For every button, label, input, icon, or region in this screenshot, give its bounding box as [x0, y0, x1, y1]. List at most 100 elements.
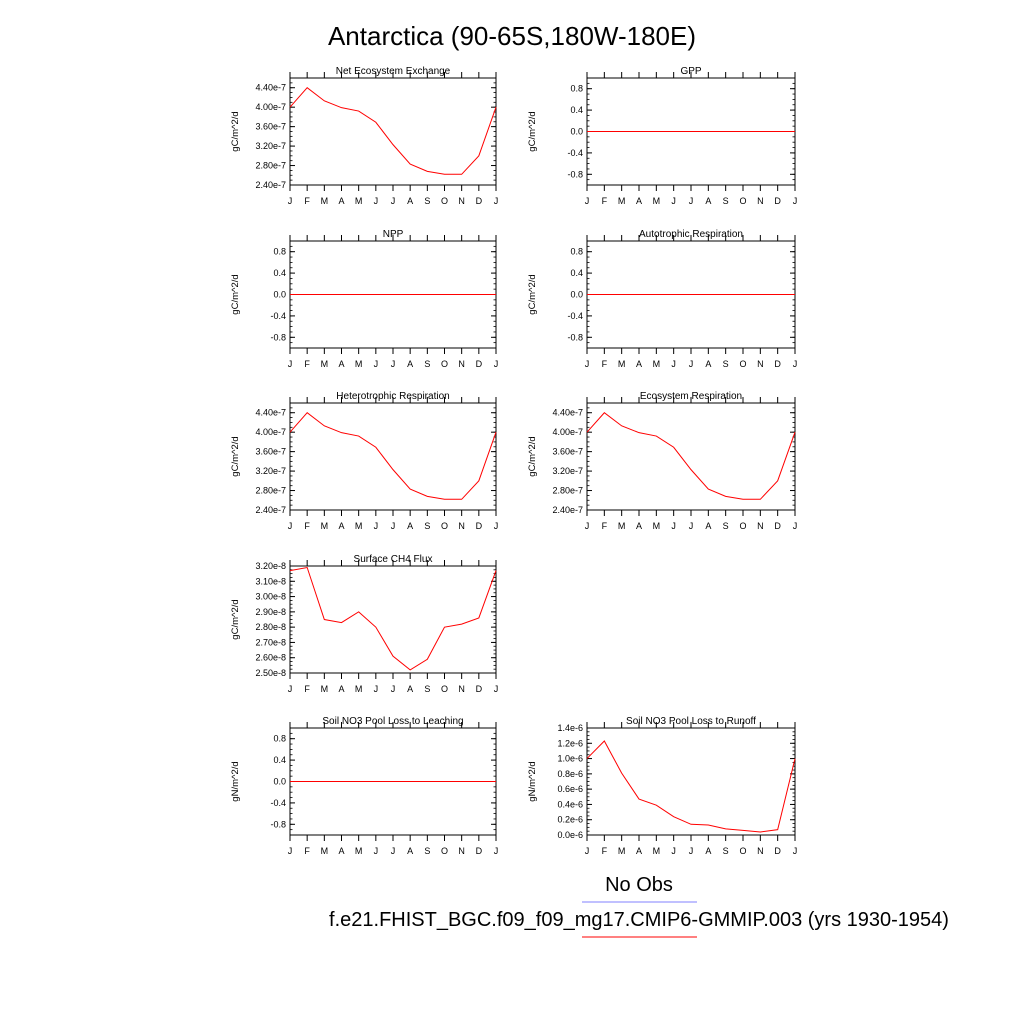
- legend: No Obs f.e21.FHIST_BGC.f09_f09_mg17.CMIP…: [329, 874, 949, 938]
- y-tick-label: 0.8: [273, 247, 286, 257]
- y-tick-label: 0.6e-6: [557, 784, 583, 794]
- x-tick-label: J: [374, 196, 379, 206]
- panel-title: Soil NO3 Pool Loss to Runoff: [626, 716, 756, 727]
- y-tick-label: 0.0: [273, 777, 286, 787]
- x-tick-label: N: [757, 521, 764, 531]
- x-tick-label: M: [653, 359, 661, 369]
- x-tick-label: N: [458, 521, 465, 531]
- x-tick-label: A: [338, 196, 344, 206]
- x-tick-label: A: [338, 359, 344, 369]
- chart-panel: Autotrophic Respiration gC/m^2/d -0.8 -0.4 0…: [527, 229, 797, 369]
- x-tick-label: F: [304, 196, 310, 206]
- chart-panel: Ecosystem Respiration gC/m^2/d 2.40e-7 2.80…: [527, 391, 797, 531]
- y-tick-label: 0.2e-6: [557, 815, 583, 825]
- x-tick-label: O: [739, 196, 746, 206]
- y-tick-label: 2.90e-8: [255, 607, 286, 617]
- x-tick-label: A: [407, 196, 413, 206]
- x-tick-label: J: [585, 846, 590, 856]
- x-tick-label: J: [689, 196, 694, 206]
- x-tick-label: F: [602, 359, 608, 369]
- x-tick-label: A: [407, 521, 413, 531]
- x-tick-label: J: [689, 359, 694, 369]
- y-tick-label: 0.4: [273, 268, 286, 278]
- x-tick-label: S: [424, 684, 430, 694]
- y-axis-label: gC/m^2/d: [527, 274, 538, 314]
- y-tick-label: 1.4e-6: [557, 723, 583, 733]
- x-tick-label: A: [636, 846, 642, 856]
- x-tick-label: J: [793, 846, 798, 856]
- y-tick-label: 4.40e-7: [552, 408, 583, 418]
- x-tick-label: J: [288, 684, 293, 694]
- x-tick-label: A: [636, 196, 642, 206]
- legend-label-obs: No Obs: [605, 874, 673, 896]
- x-tick-label: J: [793, 521, 798, 531]
- x-tick-label: J: [585, 359, 590, 369]
- x-tick-label: M: [653, 846, 661, 856]
- x-tick-label: D: [476, 846, 483, 856]
- x-tick-label: J: [793, 359, 798, 369]
- x-tick-label: D: [476, 521, 483, 531]
- panel-title: Surface CH4 Flux: [354, 554, 433, 565]
- panel-title: Heterotrophic Respiration: [336, 391, 449, 402]
- x-tick-label: A: [705, 521, 711, 531]
- y-tick-label: -0.8: [567, 332, 583, 342]
- x-tick-label: J: [288, 521, 293, 531]
- y-tick-label: 2.60e-8: [255, 653, 286, 663]
- x-tick-label: A: [407, 846, 413, 856]
- y-tick-label: 1.2e-6: [557, 738, 583, 748]
- y-tick-label: 2.80e-7: [552, 486, 583, 496]
- x-tick-label: J: [494, 846, 499, 856]
- x-tick-label: J: [671, 196, 676, 206]
- x-tick-label: O: [441, 359, 448, 369]
- x-tick-label: M: [321, 521, 329, 531]
- x-tick-label: J: [494, 521, 499, 531]
- x-tick-label: S: [424, 359, 430, 369]
- plot-frame: [289, 565, 497, 674]
- x-tick-label: J: [494, 359, 499, 369]
- y-tick-label: 0.0: [570, 290, 583, 300]
- y-tick-label: 4.00e-7: [255, 427, 286, 437]
- panel-title: NPP: [383, 229, 404, 240]
- y-tick-label: 2.50e-8: [255, 668, 286, 678]
- y-axis-label: gN/m^2/d: [527, 761, 538, 801]
- y-tick-label: 2.40e-7: [255, 180, 286, 190]
- x-tick-label: M: [355, 521, 363, 531]
- x-tick-label: F: [602, 846, 608, 856]
- x-tick-label: S: [424, 196, 430, 206]
- x-tick-label: S: [424, 846, 430, 856]
- plot-frame: [289, 77, 497, 186]
- x-tick-label: O: [739, 846, 746, 856]
- x-tick-label: F: [602, 196, 608, 206]
- y-tick-label: -0.4: [270, 311, 286, 321]
- x-tick-label: A: [636, 521, 642, 531]
- x-tick-label: D: [774, 846, 781, 856]
- x-tick-label: J: [391, 684, 396, 694]
- y-axis-label: gC/m^2/d: [527, 111, 538, 151]
- x-tick-label: J: [689, 521, 694, 531]
- plot-frame: [586, 727, 796, 836]
- x-tick-label: J: [671, 359, 676, 369]
- y-axis-label: gC/m^2/d: [230, 274, 241, 314]
- y-tick-label: -0.4: [567, 311, 583, 321]
- x-tick-label: J: [374, 521, 379, 531]
- y-tick-label: 4.40e-7: [255, 408, 286, 418]
- y-tick-label: 0.8: [570, 84, 583, 94]
- x-tick-label: A: [338, 521, 344, 531]
- y-tick-label: 3.00e-8: [255, 592, 286, 602]
- x-tick-label: N: [757, 196, 764, 206]
- x-tick-label: A: [705, 196, 711, 206]
- x-tick-label: S: [424, 521, 430, 531]
- x-tick-label: J: [671, 846, 676, 856]
- y-axis-label: gC/m^2/d: [527, 436, 538, 476]
- y-tick-label: -0.8: [270, 332, 286, 342]
- x-tick-label: F: [304, 521, 310, 531]
- x-tick-label: J: [585, 521, 590, 531]
- x-tick-label: J: [689, 846, 694, 856]
- y-tick-label: 0.0: [570, 127, 583, 137]
- panel-title: Soil NO3 Pool Loss to Leaching: [322, 716, 463, 727]
- y-tick-label: 2.70e-8: [255, 637, 286, 647]
- x-tick-label: S: [723, 196, 729, 206]
- series-line: [586, 412, 796, 500]
- x-tick-label: J: [288, 846, 293, 856]
